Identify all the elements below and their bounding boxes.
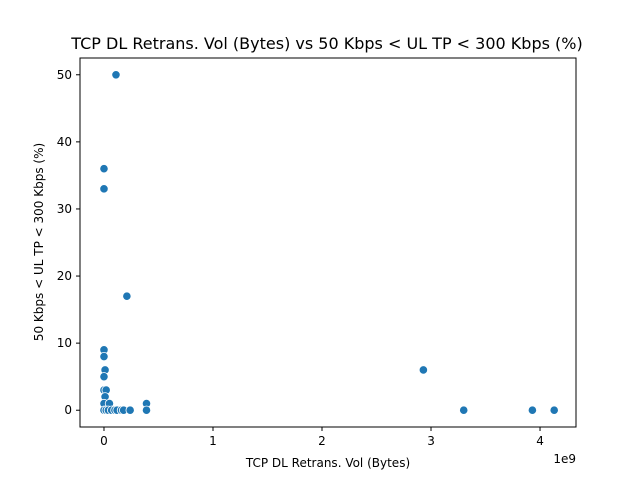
scatter-point [111, 70, 121, 80]
scatter-point [549, 405, 559, 415]
scatter-point [122, 291, 132, 301]
chart-title: TCP DL Retrans. Vol (Bytes) vs 50 Kbps <… [70, 34, 582, 53]
scatter-point [125, 405, 135, 415]
y-tick-label: 50 [57, 68, 72, 82]
y-tick-label: 30 [57, 202, 72, 216]
y-tick-label: 40 [57, 135, 72, 149]
points-layer [99, 70, 559, 415]
scatter-point [99, 351, 109, 362]
y-tick-label: 10 [57, 336, 72, 350]
x-tick-label: 2 [318, 434, 326, 448]
x-tick-label: 1 [209, 434, 217, 448]
scatter-point [527, 405, 537, 415]
x-axis: 0 1 2 3 4 [100, 427, 544, 448]
scatter-point [141, 405, 152, 415]
x-tick-label: 4 [536, 434, 544, 448]
y-tick-label: 0 [64, 403, 72, 417]
y-axis: 0 10 20 30 40 50 [57, 68, 80, 417]
x-axis-offset-label: 1e9 [553, 452, 576, 466]
scatter-point [99, 372, 109, 382]
x-axis-label: TCP DL Retrans. Vol (Bytes) [245, 456, 410, 470]
x-tick-label: 0 [100, 434, 108, 448]
scatter-point [99, 164, 109, 174]
scatter-point [99, 184, 109, 194]
scatter-point [418, 365, 428, 375]
y-axis-label: 50 Kbps < UL TP < 300 Kbps (%) [32, 143, 46, 341]
y-tick-label: 20 [57, 269, 72, 283]
x-tick-label: 3 [427, 434, 435, 448]
plot-frame [79, 57, 577, 428]
scatter-point [459, 405, 469, 415]
